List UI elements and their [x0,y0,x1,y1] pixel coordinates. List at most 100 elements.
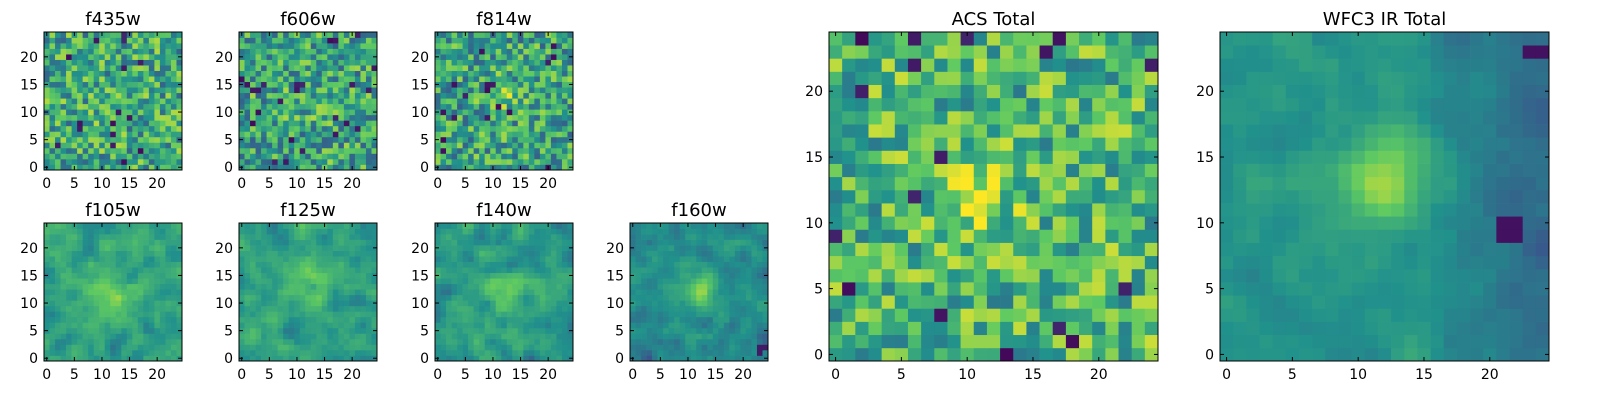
heatmap-cell [176,338,183,345]
heatmap-cell [751,316,758,323]
heatmap-cell [354,294,361,301]
heatmap-cell [435,70,441,77]
heatmap-cell [440,142,447,149]
heatmap-cell [82,300,89,307]
heatmap-cell [561,278,568,285]
heatmap-cell [646,256,653,262]
heatmap-cell [71,300,78,307]
heatmap-cell [462,272,469,279]
axes-frame [43,31,183,171]
heatmap-cell [740,283,747,290]
heatmap-cell [310,349,317,356]
heatmap-cell [170,87,177,94]
heatmap-cell [1118,295,1133,309]
heatmap-cell [82,223,89,229]
heatmap-cell [556,245,563,251]
heatmap-cell [310,87,317,94]
heatmap-cell [718,322,725,329]
heatmap-cell [855,268,869,283]
heatmap-cell [718,289,725,296]
heatmap-cell [641,239,647,246]
heatmap-cell [668,250,675,257]
heatmap-cell [451,103,458,110]
heatmap-cell [283,272,290,279]
heatmap-cell [1039,242,1054,257]
heatmap-cell [829,229,843,243]
heatmap-cell [484,278,491,285]
heatmap-cell [479,114,486,121]
heatmap-cell [762,322,769,329]
x-tick-label: 5 [656,367,665,383]
heatmap-cell [550,355,557,362]
heatmap-cell [305,283,312,290]
heatmap-cell [506,43,513,49]
heatmap-cell [685,228,692,235]
heatmap-cell [255,125,262,132]
heatmap-cell [332,158,339,165]
heatmap-cell [332,234,339,240]
heatmap-cell [44,37,50,44]
heatmap-cell [272,164,278,171]
heatmap-cell [523,142,530,149]
heatmap-cell [506,305,513,312]
heatmap-cell [88,349,95,356]
heatmap-cell [528,164,535,171]
heatmap-cell [745,327,752,334]
heatmap-cell [479,322,486,329]
heatmap-cell [77,311,83,318]
heatmap-cell [170,109,177,116]
heatmap-cell [745,289,752,296]
heatmap-cell [294,261,301,268]
heatmap-cell [501,43,508,49]
heatmap-cell [371,98,378,105]
heatmap-cell [756,272,763,279]
heatmap-cell [55,272,61,279]
heatmap-cell [44,261,50,268]
heatmap-cell [88,59,95,66]
heatmap-cell [360,355,367,362]
heatmap-cell [277,327,284,334]
heatmap-cell [523,294,530,301]
heatmap-cell [261,98,267,105]
heatmap-cell [294,305,301,312]
heatmap-cell [534,250,541,257]
heatmap-cell [310,54,317,60]
heatmap-cell [371,125,378,132]
heatmap-cell [360,131,367,138]
heatmap-cell [49,294,56,301]
heatmap-cell [272,131,278,138]
heatmap-cell [1026,229,1040,243]
x-tick-label: 15 [121,176,139,192]
heatmap-cell [49,283,56,290]
heatmap-cell [701,261,708,268]
heatmap-cell [354,305,361,312]
heatmap-cell [484,103,491,110]
heatmap-cell [490,54,497,60]
heatmap-cell [299,92,306,99]
heatmap-cell [299,256,306,262]
heatmap-cell [244,43,251,49]
heatmap-cell [154,239,161,246]
heatmap-cell [501,59,508,66]
heatmap-cell [762,344,769,351]
heatmap-cell [255,311,262,318]
heatmap-cell [82,283,89,290]
heatmap-cell [550,32,557,38]
heatmap-cells [630,223,769,362]
heatmap-cell [679,234,686,240]
heatmap-cell [343,43,350,49]
heatmap-cell [756,228,763,235]
heatmap-cell [435,256,441,262]
heatmap-cell [1013,242,1027,257]
heatmap-cell [663,333,669,340]
heatmap-cell [457,349,463,356]
heatmap-cell [154,245,161,251]
heatmap-cell [446,120,452,127]
heatmap-cell [310,153,317,160]
heatmap-cell [479,43,486,49]
heatmap-cell [561,245,568,251]
heatmap-cell [255,37,262,44]
heatmap-cell [121,305,128,312]
heatmap-cell [921,150,935,164]
heatmap-cell [82,32,89,38]
